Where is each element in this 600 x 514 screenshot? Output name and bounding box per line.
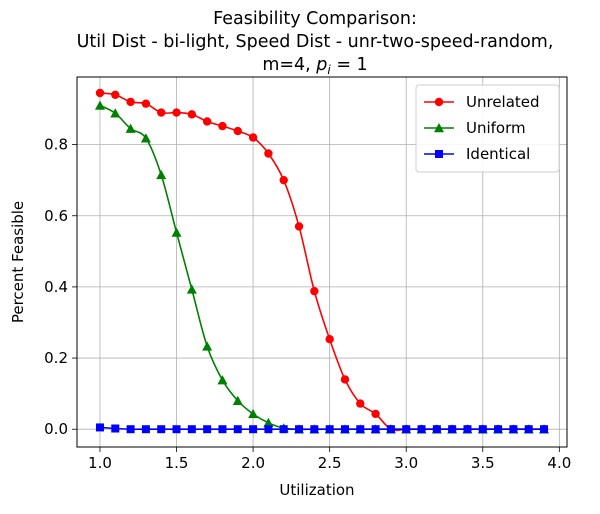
- y-axis-label: Percent Feasible: [9, 201, 27, 323]
- legend-marker-uniform: [434, 123, 444, 133]
- data-point-identical: [417, 425, 426, 434]
- data-point-unrelated: [95, 88, 105, 98]
- data-point-identical: [432, 425, 441, 434]
- data-point-unrelated: [294, 222, 304, 231]
- data-point-identical: [340, 425, 349, 434]
- data-point-identical: [540, 425, 549, 434]
- data-point-identical: [448, 425, 457, 434]
- x-tick-label: 3.0: [394, 454, 418, 472]
- legend-label-identical: Identical: [466, 145, 530, 163]
- title-line-3-prefix: m=4,: [262, 55, 316, 75]
- x-tick-label: 2.0: [241, 454, 265, 472]
- x-tick-label: 2.5: [318, 454, 342, 472]
- data-point-identical: [509, 425, 518, 434]
- legend-item-uniform: Uniform: [424, 119, 526, 137]
- data-point-unrelated: [356, 399, 365, 408]
- data-point-unrelated: [340, 375, 350, 384]
- legend-marker-unrelated: [434, 97, 444, 107]
- data-point-uniform: [217, 375, 228, 385]
- data-point-identical: [463, 425, 472, 434]
- plot-frame: [76, 76, 568, 448]
- data-point-uniform: [125, 123, 136, 133]
- data-point-uniform: [202, 341, 213, 351]
- legend-marker-identical: [435, 150, 443, 158]
- data-point-uniform: [186, 284, 197, 294]
- data-point-identical: [157, 425, 166, 434]
- data-point-identical: [218, 425, 227, 434]
- data-point-unrelated: [279, 175, 288, 185]
- data-point-identical: [126, 425, 135, 434]
- data-point-uniform: [263, 417, 274, 428]
- x-tick-label: 3.5: [471, 454, 495, 472]
- data-point-identical: [402, 425, 411, 434]
- y-tick-label: 0.4: [44, 278, 68, 296]
- x-tick-label: 1.5: [165, 454, 189, 472]
- title-line-3-subscript: i: [327, 63, 331, 77]
- data-point-identical: [187, 425, 196, 434]
- data-point-uniform: [171, 227, 182, 237]
- data-point-identical: [203, 425, 212, 434]
- data-point-uniform: [110, 108, 121, 118]
- data-point-uniform: [94, 100, 105, 110]
- legend-item-identical: Identical: [424, 145, 530, 163]
- data-point-identical: [478, 425, 487, 434]
- data-point-uniform: [248, 408, 259, 419]
- data-point-unrelated: [371, 409, 380, 419]
- data-point-identical: [494, 425, 503, 434]
- series-identical: [95, 423, 549, 434]
- x-tick-label: 1.0: [88, 454, 112, 472]
- data-point-unrelated: [218, 121, 227, 131]
- series-lines: [94, 88, 550, 434]
- data-point-identical: [310, 425, 319, 434]
- y-tick-label: 0.0: [44, 420, 68, 438]
- data-point-identical: [386, 425, 395, 434]
- data-point-identical: [141, 425, 150, 434]
- chart-title-line-3: m=4, pi = 1: [262, 55, 367, 77]
- data-point-identical: [371, 425, 380, 434]
- data-point-identical: [524, 425, 533, 434]
- data-point-uniform: [140, 133, 151, 143]
- y-tick-label: 0.2: [44, 349, 68, 367]
- data-point-unrelated: [264, 149, 273, 158]
- data-point-identical: [233, 425, 242, 434]
- y-tick-label: 0.6: [44, 207, 68, 225]
- legend-label-uniform: Uniform: [466, 119, 526, 137]
- y-tick-label: 0.8: [44, 136, 68, 154]
- data-point-unrelated: [172, 108, 181, 117]
- data-point-unrelated: [141, 99, 151, 108]
- data-point-identical: [111, 424, 120, 433]
- data-point-unrelated: [157, 108, 166, 117]
- legend-box: [415, 84, 560, 173]
- data-point-unrelated: [325, 335, 334, 344]
- chart-title-line-1: Feasibility Comparison:: [213, 9, 417, 29]
- data-point-identical: [279, 425, 288, 434]
- axis-ticks: 1.0 1.5 2.0 2.5 3.0 3.5 4.0 0.0 0.2 0.4 0.6 0.8: [44, 136, 571, 472]
- legend-label-unrelated: Unrelated: [466, 93, 540, 111]
- title-line-3-suffix: = 1: [331, 55, 368, 75]
- x-axis-label: Utilization: [279, 481, 354, 499]
- legend: Unrelated Uniform Identical: [415, 84, 560, 173]
- data-point-identical: [249, 425, 258, 434]
- data-point-unrelated: [233, 126, 242, 136]
- chart-title-line-2: Util Dist - bi-light, Speed Dist - unr-t…: [77, 32, 554, 52]
- data-point-unrelated: [187, 110, 197, 119]
- data-point-uniform: [156, 169, 167, 180]
- legend-item-unrelated: Unrelated: [424, 93, 540, 111]
- data-point-uniform: [232, 395, 243, 405]
- data-point-unrelated: [310, 286, 319, 296]
- data-point-identical: [325, 425, 334, 434]
- data-point-unrelated: [111, 90, 120, 99]
- data-point-unrelated: [248, 133, 258, 142]
- data-point-identical: [172, 425, 181, 434]
- x-tick-label: 4.0: [547, 454, 571, 472]
- data-point-identical: [295, 425, 304, 434]
- data-point-unrelated: [126, 97, 135, 107]
- data-point-identical: [264, 425, 273, 434]
- title-line-3-variable: p: [315, 55, 327, 75]
- data-point-unrelated: [202, 117, 212, 126]
- data-point-identical: [356, 425, 365, 434]
- data-point-identical: [95, 423, 104, 432]
